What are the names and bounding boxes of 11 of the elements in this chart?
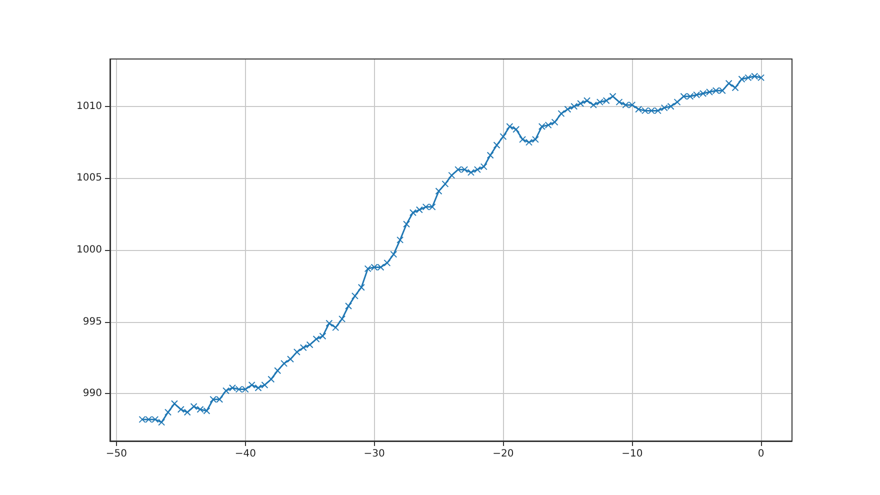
x-tick-label: −10 [622, 448, 643, 460]
y-tick-label: 1010 [76, 100, 102, 112]
x-tick-label: −20 [492, 448, 514, 460]
x-tick-label: −30 [364, 448, 385, 460]
y-tick-label: 995 [82, 316, 102, 328]
x-tick-label: −50 [106, 448, 127, 460]
x-tick-label: 0 [758, 448, 764, 460]
y-tick-label: 990 [82, 388, 102, 400]
x-tick-label: −40 [234, 448, 256, 460]
y-tick-label: 1005 [76, 172, 102, 184]
y-tick-label: 1000 [76, 244, 102, 256]
